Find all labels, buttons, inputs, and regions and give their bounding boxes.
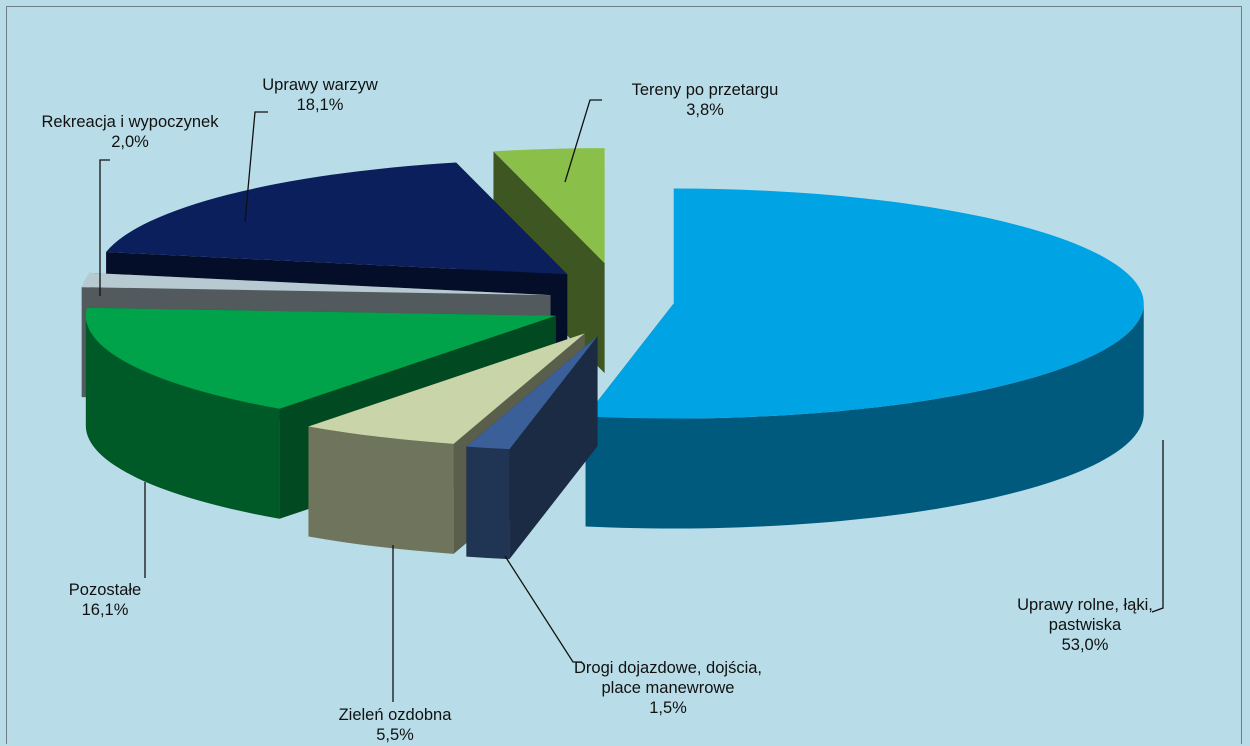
slice-label: Rekreacja i wypoczynek 2,0% (10, 112, 250, 152)
slice-label: Uprawy rolne, łąki, pastwiska 53,0% (980, 595, 1190, 655)
slice-top (466, 336, 598, 450)
slice-top (81, 272, 551, 296)
slice (466, 336, 598, 560)
slice-value: 3,8% (686, 101, 724, 119)
slice-top (106, 162, 568, 275)
slice-top (493, 148, 605, 264)
leader-line (99, 159, 110, 296)
slice-side (585, 303, 1144, 529)
slice-top (85, 307, 556, 409)
slice-side (466, 446, 510, 560)
slice-name: Rekreacja i wypoczynek (41, 113, 219, 131)
slice-side (308, 426, 454, 554)
slice-label: Tereny po przetargu 3,8% (585, 80, 825, 120)
slice-label: Pozostałe 16,1% (45, 580, 165, 620)
leader-line (564, 99, 602, 183)
slice (585, 188, 1144, 529)
slice-value: 18,1% (296, 96, 344, 114)
slice-name: Uprawy warzyw (262, 76, 378, 94)
leader-line (504, 555, 582, 663)
slice-label: Zieleń ozdobna 5,5% (295, 705, 495, 745)
slice-side (85, 315, 280, 519)
slice-label: Uprawy warzyw 18,1% (240, 75, 400, 115)
slice-label: Drogi dojazdowe, dojścia, place manewrow… (558, 658, 778, 718)
slice-value: 16,1% (81, 601, 129, 619)
slice-value: 1,5% (649, 699, 687, 717)
slice-name: Uprawy rolne, łąki, pastwiska (1017, 596, 1153, 634)
slice-top (585, 188, 1144, 419)
chart-frame (6, 6, 1242, 744)
slice-value: 5,5% (376, 726, 414, 744)
slice-name: Tereny po przetargu (631, 81, 779, 99)
slice-value: 2,0% (111, 133, 149, 151)
slice-name: Zieleń ozdobna (338, 706, 452, 724)
slice-value: 53,0% (1061, 636, 1109, 654)
slice-name: Drogi dojazdowe, dojścia, place manewrow… (573, 659, 763, 697)
leader-line (244, 111, 268, 223)
leader-line (1151, 440, 1164, 613)
slice-top (308, 333, 585, 444)
slice-name: Pozostałe (68, 581, 142, 599)
